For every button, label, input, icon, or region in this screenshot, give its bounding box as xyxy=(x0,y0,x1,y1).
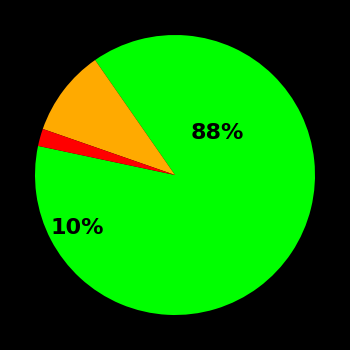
Text: 10%: 10% xyxy=(50,217,104,238)
Wedge shape xyxy=(38,129,175,175)
Text: 88%: 88% xyxy=(190,123,244,143)
Wedge shape xyxy=(35,35,315,315)
Wedge shape xyxy=(43,60,175,175)
